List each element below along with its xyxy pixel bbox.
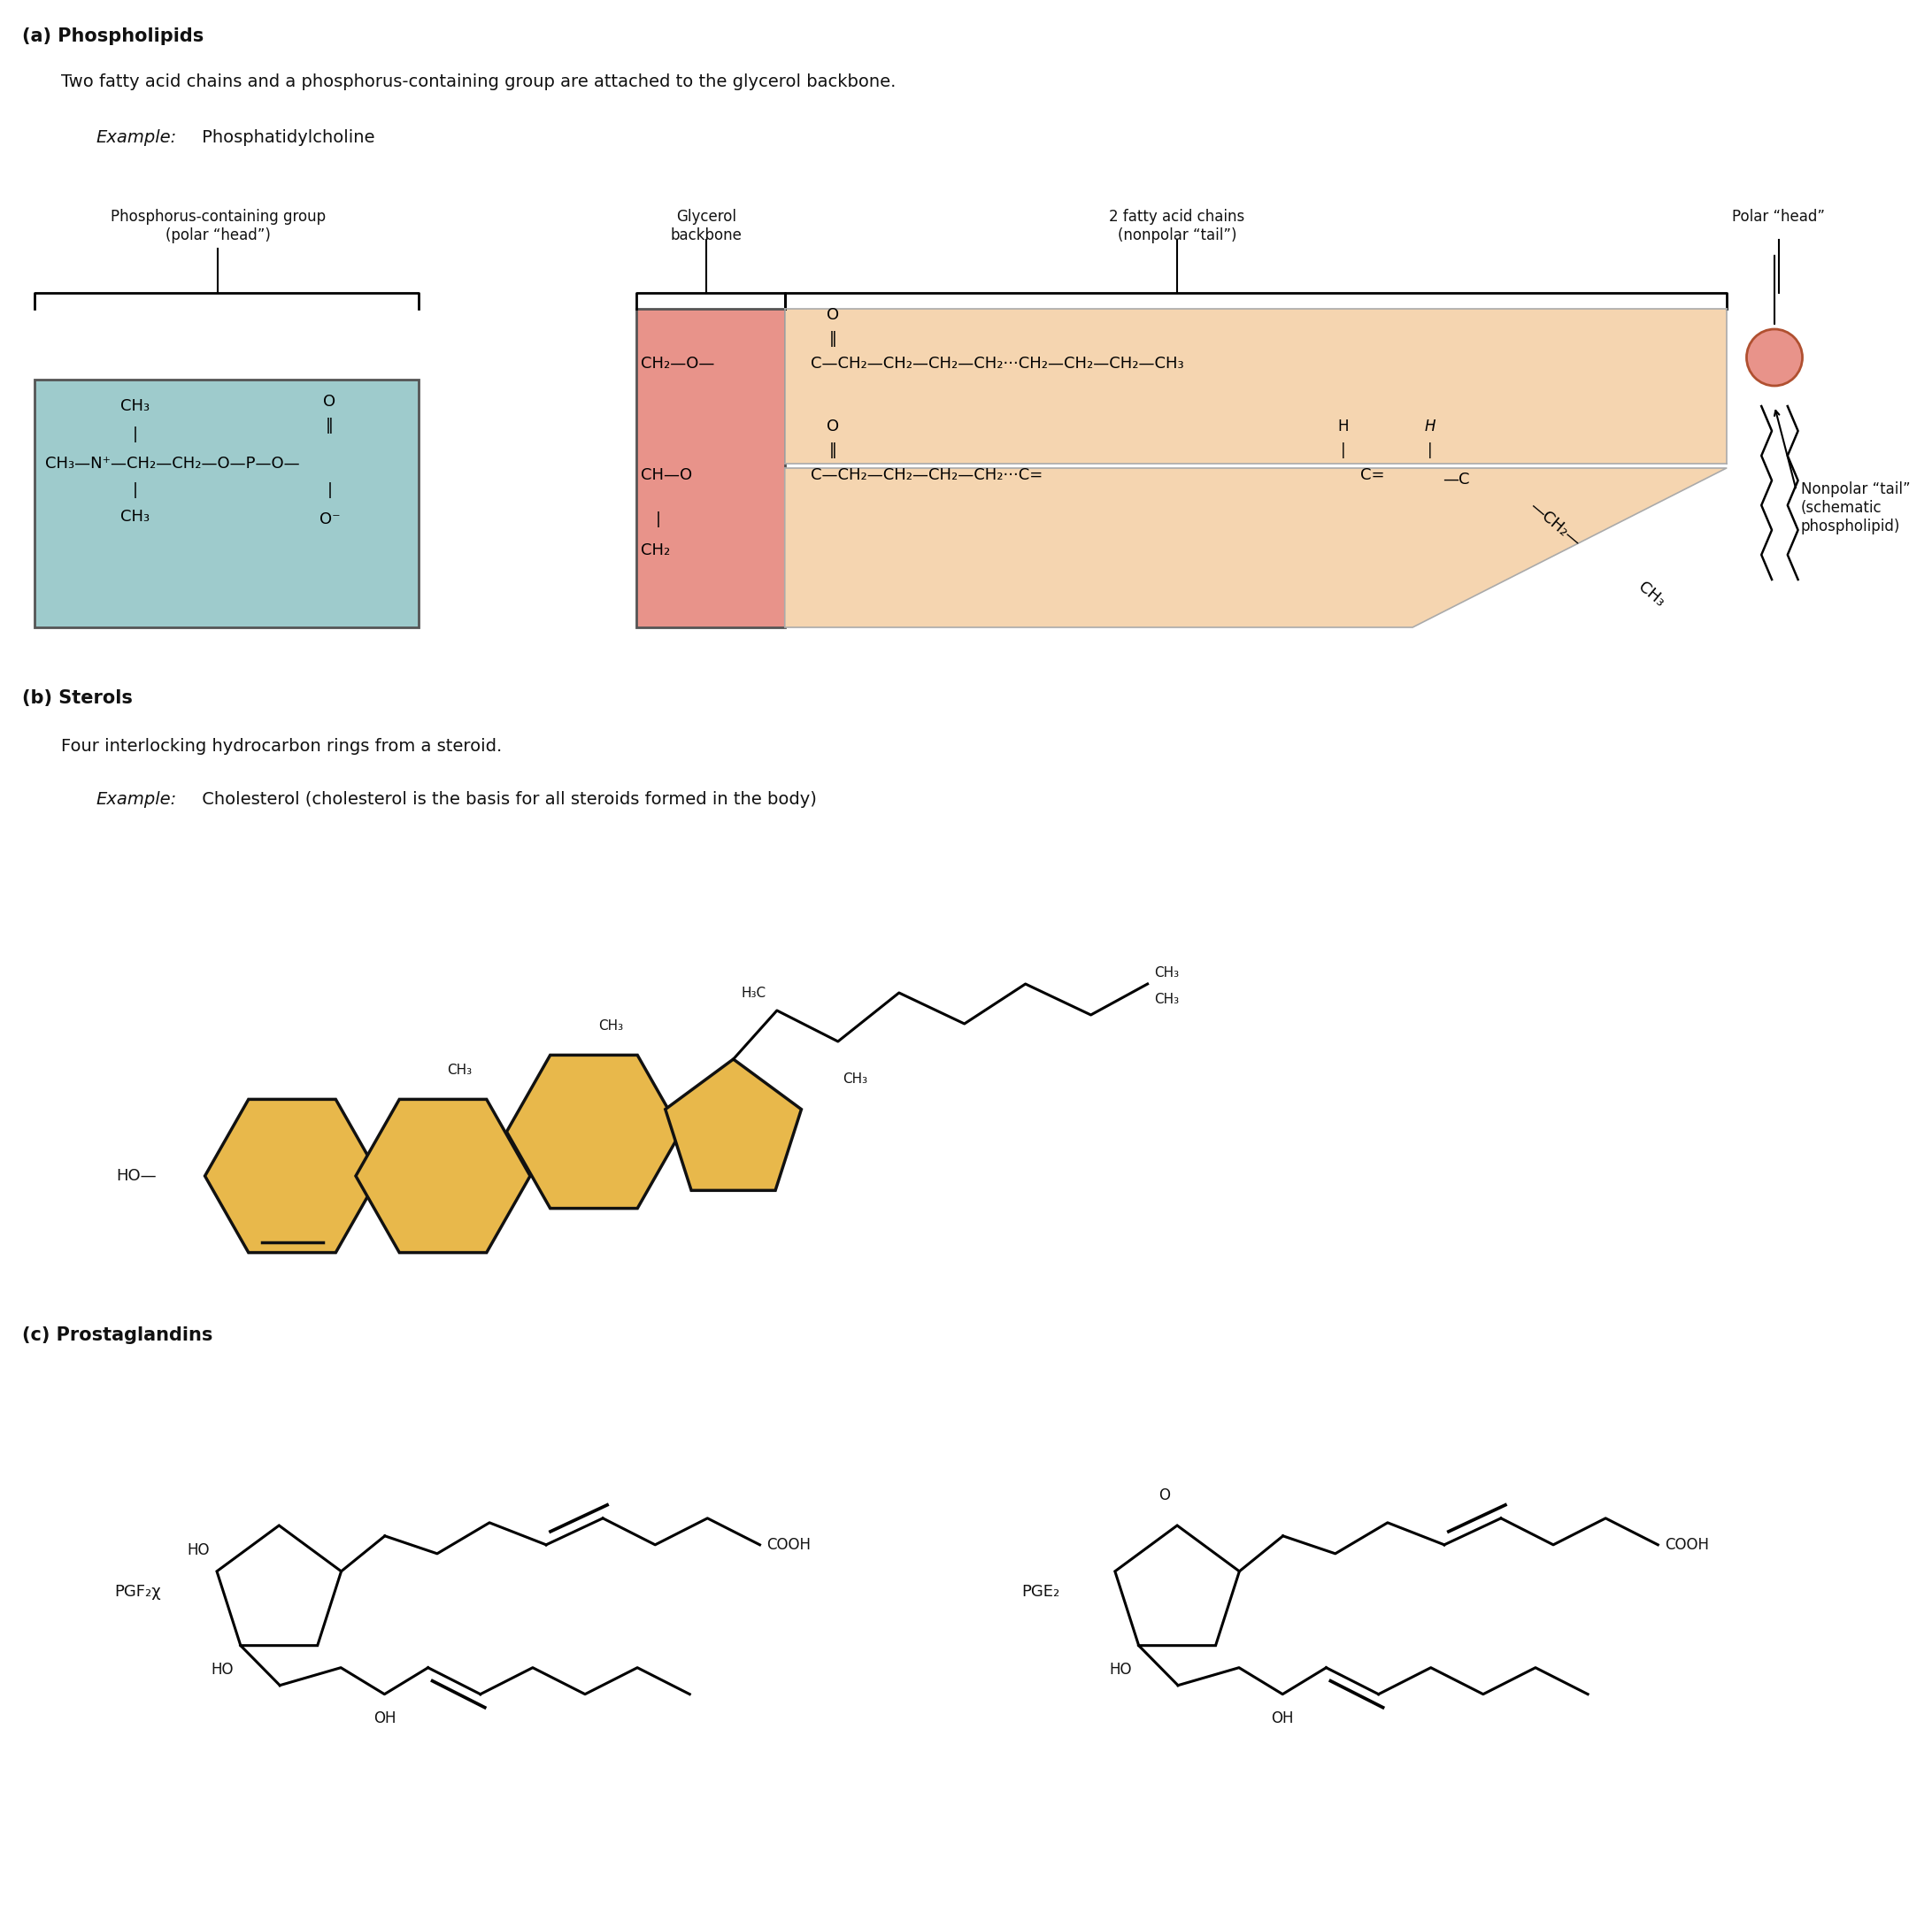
Text: OH: OH xyxy=(373,1710,396,1727)
Text: ‖: ‖ xyxy=(327,417,334,434)
Text: Nonpolar “tail”
(schematic
phospholipid): Nonpolar “tail” (schematic phospholipid) xyxy=(1801,482,1911,534)
Text: H: H xyxy=(1424,419,1435,434)
Bar xyxy=(636,309,784,628)
Text: CH₂: CH₂ xyxy=(641,542,670,559)
Text: CH₃: CH₃ xyxy=(1155,966,1179,980)
Text: CH₂—O—: CH₂—O— xyxy=(641,355,715,371)
Text: PGF₂χ: PGF₂χ xyxy=(114,1585,160,1600)
Text: |: | xyxy=(1341,442,1345,459)
Text: ‖: ‖ xyxy=(829,442,837,459)
Polygon shape xyxy=(506,1055,680,1208)
Text: CH₃: CH₃ xyxy=(120,398,151,415)
Text: |: | xyxy=(1428,442,1432,459)
Text: Example:: Example: xyxy=(97,791,176,809)
Text: C—CH₂—CH₂—CH₂—CH₂···C=: C—CH₂—CH₂—CH₂—CH₂···C= xyxy=(811,467,1043,482)
Text: OH: OH xyxy=(1271,1710,1294,1727)
Text: COOH: COOH xyxy=(1665,1537,1710,1552)
Text: CH₃: CH₃ xyxy=(842,1072,867,1085)
Text: O: O xyxy=(827,419,838,434)
Text: CH₃: CH₃ xyxy=(1634,578,1667,611)
Text: CH—O: CH—O xyxy=(641,467,692,482)
Text: |: | xyxy=(133,426,137,442)
Circle shape xyxy=(1747,328,1803,386)
Text: COOH: COOH xyxy=(767,1537,811,1552)
Text: O⁻: O⁻ xyxy=(319,511,340,528)
Text: C=: C= xyxy=(1360,467,1385,482)
Text: Four interlocking hydrocarbon rings from a steroid.: Four interlocking hydrocarbon rings from… xyxy=(62,738,502,755)
Text: CH₃: CH₃ xyxy=(120,509,151,524)
Text: Cholesterol (cholesterol is the basis for all steroids formed in the body): Cholesterol (cholesterol is the basis fo… xyxy=(197,791,817,809)
Text: |: | xyxy=(133,482,137,498)
Text: Polar “head”: Polar “head” xyxy=(1733,209,1826,225)
Text: HO: HO xyxy=(1109,1662,1132,1677)
Text: |: | xyxy=(327,482,332,498)
Polygon shape xyxy=(665,1058,802,1191)
Bar xyxy=(784,309,1727,463)
Text: O: O xyxy=(323,394,336,409)
Text: (b) Sterols: (b) Sterols xyxy=(21,690,131,707)
Text: CH₃: CH₃ xyxy=(448,1064,471,1078)
Text: Two fatty acid chains and a phosphorus-containing group are attached to the glyc: Two fatty acid chains and a phosphorus-c… xyxy=(62,73,896,90)
Text: —CH₂—: —CH₂— xyxy=(1526,498,1582,549)
Polygon shape xyxy=(205,1099,379,1252)
Text: H: H xyxy=(1337,419,1349,434)
Bar xyxy=(35,380,419,628)
Text: —C: —C xyxy=(1443,473,1470,488)
Text: CH₃: CH₃ xyxy=(599,1020,622,1033)
Text: CH₃: CH₃ xyxy=(1155,993,1179,1007)
Text: O: O xyxy=(827,307,838,323)
Text: H₃C: H₃C xyxy=(742,987,767,999)
Text: (c) Prostaglandins: (c) Prostaglandins xyxy=(21,1325,213,1345)
Text: |: | xyxy=(655,511,661,528)
Text: Glycerol
backbone: Glycerol backbone xyxy=(670,209,742,244)
Polygon shape xyxy=(784,469,1727,628)
Text: (a) Phospholipids: (a) Phospholipids xyxy=(21,27,203,44)
Text: HO: HO xyxy=(187,1543,211,1558)
Text: Example:: Example: xyxy=(97,129,176,146)
Text: HO—: HO— xyxy=(116,1168,156,1183)
Text: Phosphatidylcholine: Phosphatidylcholine xyxy=(197,129,375,146)
Polygon shape xyxy=(355,1099,529,1252)
Text: C—CH₂—CH₂—CH₂—CH₂···CH₂—CH₂—CH₂—CH₃: C—CH₂—CH₂—CH₂—CH₂···CH₂—CH₂—CH₂—CH₃ xyxy=(811,355,1184,371)
Text: Phosphorus-containing group
(polar “head”): Phosphorus-containing group (polar “head… xyxy=(110,209,327,244)
Text: O: O xyxy=(1159,1487,1171,1504)
Text: PGE₂: PGE₂ xyxy=(1022,1585,1059,1600)
Text: ‖: ‖ xyxy=(829,330,837,348)
Text: CH₃—N⁺—CH₂—CH₂—O—P—O—: CH₃—N⁺—CH₂—CH₂—O—P—O— xyxy=(44,455,299,473)
Text: HO: HO xyxy=(211,1662,234,1677)
Text: 2 fatty acid chains
(nonpolar “tail”): 2 fatty acid chains (nonpolar “tail”) xyxy=(1109,209,1244,244)
